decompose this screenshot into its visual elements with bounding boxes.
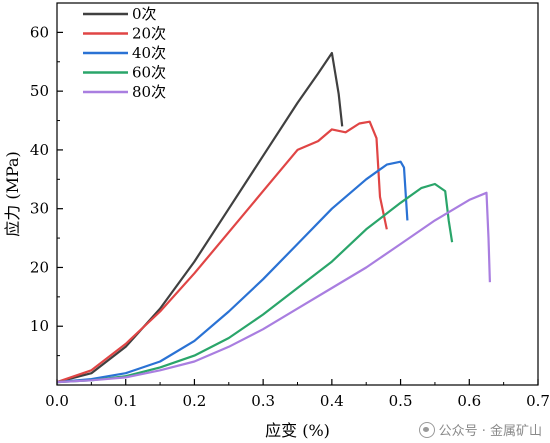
- y-tick-label: 30: [30, 200, 49, 218]
- y-tick-label: 60: [30, 23, 49, 41]
- series-line-4: [56, 191, 491, 384]
- plot-frame: [56, 2, 539, 386]
- wechat-icon: [418, 421, 435, 438]
- legend-label-0: 0次: [132, 5, 157, 23]
- series-line-0: [56, 51, 344, 384]
- axes-layer: 0.0 0.1 0.2 0.3 0.4 0.5 0.6 0.7 10 20 30 40 50 60: [30, 2, 550, 410]
- y-tick-label: 10: [30, 317, 49, 335]
- legend-label-3: 60次: [132, 64, 166, 82]
- x-tick-label: 0.5: [389, 392, 413, 410]
- x-tick-label: 0.6: [457, 392, 481, 410]
- x-tick-label: 0.4: [320, 392, 344, 410]
- x-tick-label: 0.1: [114, 392, 138, 410]
- series-line-3: [56, 182, 454, 384]
- legend-label-4: 80次: [132, 83, 166, 101]
- x-axis-title: 应变 (%): [265, 421, 330, 440]
- y-tick-label: 20: [30, 258, 49, 276]
- legend-label-2: 40次: [132, 44, 166, 62]
- series-line-1: [56, 120, 388, 384]
- series-line-2: [56, 160, 409, 384]
- x-tick-label: 0.0: [45, 392, 69, 410]
- legend-label-1: 20次: [132, 25, 166, 43]
- x-tick-label: 0.2: [182, 392, 206, 410]
- watermark-text: 公众号 · 金属矿山: [438, 424, 542, 439]
- y-tick-label: 50: [30, 82, 49, 100]
- y-tick-label: 40: [30, 141, 49, 159]
- watermark: 公众号 · 金属矿山: [418, 420, 542, 439]
- series-layer: [56, 51, 491, 384]
- x-tick-label: 0.3: [251, 392, 275, 410]
- y-axis-title: 应力 (MPa): [3, 151, 22, 237]
- x-tick-label: 0.7: [526, 392, 550, 410]
